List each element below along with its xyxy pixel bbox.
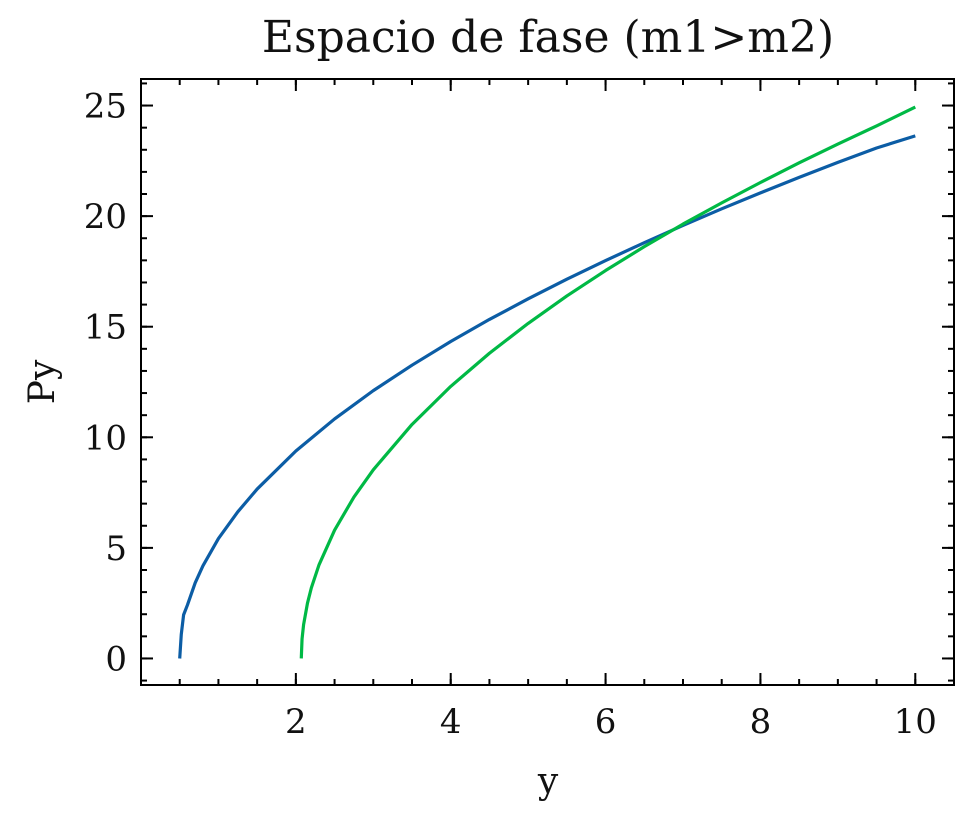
y-tick-label: 0 (105, 639, 127, 679)
series-line-green (299, 105, 916, 659)
x-tick-label: 6 (595, 702, 617, 742)
y-tick-label: 10 (84, 418, 127, 458)
chart-title: Espacio de fase (m1>m2) (262, 12, 834, 63)
y-tick-label: 20 (84, 197, 127, 237)
x-tick-label: 8 (750, 702, 772, 742)
x-tick-label: 2 (285, 702, 307, 742)
x-axis-label: y (537, 761, 559, 802)
y-tick-label: 15 (84, 308, 127, 348)
plot-frame (140, 78, 955, 686)
y-tick-label: 25 (84, 87, 127, 127)
tick-labels: 2 4 6 8 10 0 5 10 15 20 25 (84, 87, 937, 742)
y-tick-label: 5 (105, 529, 127, 569)
series-line-blue (178, 134, 916, 659)
x-tick-label: 4 (440, 702, 462, 742)
axis-ticks (140, 79, 955, 685)
y-axis-label: Py (22, 359, 63, 404)
series-layer (178, 105, 916, 659)
x-tick-label: 10 (894, 702, 937, 742)
